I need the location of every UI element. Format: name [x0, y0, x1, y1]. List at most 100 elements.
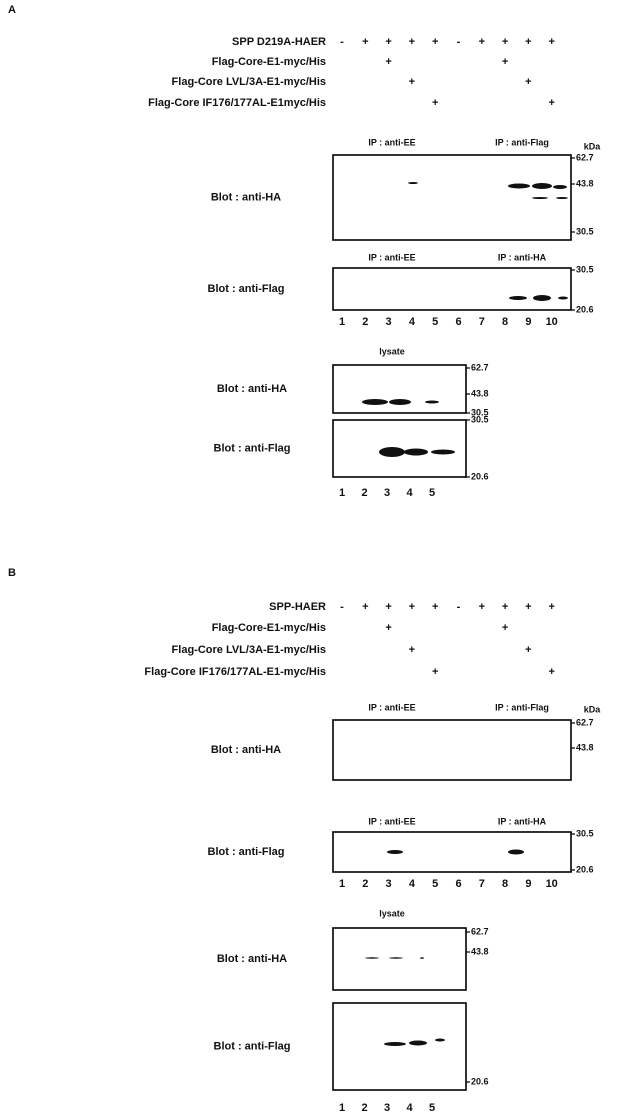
sign: +: [385, 56, 391, 68]
lane-number: 6: [455, 878, 461, 890]
lane-number: 7: [479, 878, 485, 890]
sign: +: [548, 97, 554, 109]
band: [389, 399, 411, 405]
marker-label: 62.7: [471, 926, 489, 936]
sign: +: [548, 601, 554, 613]
sign: +: [525, 76, 531, 88]
marker-label: 62.7: [576, 152, 594, 162]
condition-label: Flag-Core IF176/177AL-E1-myc/His: [144, 666, 326, 678]
sign: -: [340, 36, 344, 48]
band: [404, 449, 428, 456]
marker-label: 30.5: [576, 226, 594, 236]
sign: +: [525, 36, 531, 48]
lane-number: 10: [546, 878, 558, 890]
band: [387, 850, 403, 854]
sign: +: [385, 622, 391, 634]
ip-label: IP : anti-EE: [368, 702, 415, 712]
ip-label: IP : anti-Flag: [495, 702, 549, 712]
sign: +: [548, 36, 554, 48]
sign: +: [432, 36, 438, 48]
band: [558, 297, 568, 300]
sign: +: [502, 601, 508, 613]
sign: -: [457, 36, 461, 48]
sign: +: [502, 36, 508, 48]
sign: +: [409, 601, 415, 613]
unit-label: kDa: [584, 141, 602, 151]
sign: +: [432, 97, 438, 109]
sign: +: [548, 666, 554, 678]
ip-label: IP : anti-EE: [368, 816, 415, 826]
unit-label: kDa: [584, 704, 602, 714]
blot-label: Blot : anti-Flag: [208, 846, 285, 858]
sign: +: [502, 622, 508, 634]
condition-label: Flag-Core-E1-myc/His: [212, 56, 326, 68]
blot-label: Blot : anti-Flag: [214, 1040, 291, 1052]
sign: -: [457, 601, 461, 613]
band: [431, 450, 455, 455]
condition-label: Flag-Core LVL/3A-E1-myc/His: [172, 76, 326, 88]
sign: -: [340, 601, 344, 613]
condition-label: Flag-Core IF176/177AL-E1myc/His: [148, 97, 326, 109]
blot-label: Blot : anti-HA: [217, 383, 287, 395]
ip-label: IP : anti-EE: [368, 252, 415, 262]
lane-number: 9: [525, 316, 531, 328]
condition-label: SPP D219A-HAER: [232, 36, 326, 48]
band: [379, 447, 405, 457]
sign: +: [525, 601, 531, 613]
panel-letter: B: [8, 567, 16, 579]
lane-number: 3: [386, 878, 392, 890]
blot-label: Blot : anti-Flag: [208, 283, 285, 295]
marker-label: 30.5: [576, 828, 594, 838]
marker-label: 43.8: [471, 946, 489, 956]
lysate-title: lysate: [379, 908, 405, 918]
marker-label: 43.8: [471, 388, 489, 398]
lane-number: 5: [429, 1102, 435, 1114]
sign: +: [479, 601, 485, 613]
blot-frame: [333, 365, 466, 413]
band: [533, 295, 551, 301]
ip-label: IP : anti-HA: [498, 252, 547, 262]
band: [362, 399, 388, 405]
lane-number: 8: [502, 878, 508, 890]
lane-number: 3: [384, 1102, 390, 1114]
lane-number: 4: [406, 487, 413, 499]
lysate-title: lysate: [379, 346, 405, 356]
marker-label: 62.7: [471, 362, 489, 372]
sign: +: [362, 601, 368, 613]
marker-label: 20.6: [471, 471, 489, 481]
band: [532, 197, 548, 199]
band: [384, 1042, 406, 1046]
condition-label: Flag-Core LVL/3A-E1-myc/His: [172, 644, 326, 656]
band: [389, 957, 403, 959]
marker-label: 62.7: [576, 717, 594, 727]
blot-label: Blot : anti-HA: [211, 744, 281, 756]
blot-label: Blot : anti-HA: [211, 191, 281, 203]
condition-label: SPP-HAER: [269, 601, 326, 613]
band: [556, 197, 568, 199]
lane-number: 2: [361, 1102, 367, 1114]
sign: +: [362, 36, 368, 48]
blot-frame: [333, 928, 466, 990]
blot-label: Blot : anti-Flag: [214, 442, 291, 454]
lane-number: 2: [362, 878, 368, 890]
lane-number: 4: [409, 316, 416, 328]
blot-frame: [333, 1003, 466, 1090]
lane-number: 5: [429, 487, 435, 499]
lane-number: 4: [409, 878, 416, 890]
band: [408, 182, 418, 184]
lane-number: 2: [362, 316, 368, 328]
sign: +: [432, 601, 438, 613]
band: [409, 1041, 427, 1046]
blot-frame: [333, 832, 571, 872]
lane-number: 4: [406, 1102, 413, 1114]
lane-number: 3: [384, 487, 390, 499]
lane-number: 10: [546, 316, 558, 328]
band: [425, 401, 439, 404]
lane-number: 1: [339, 316, 345, 328]
lane-number: 5: [432, 878, 438, 890]
band: [532, 183, 552, 189]
sign: +: [432, 666, 438, 678]
marker-label: 20.6: [576, 304, 594, 314]
lane-number: 9: [525, 878, 531, 890]
ip-label: IP : anti-Flag: [495, 137, 549, 147]
